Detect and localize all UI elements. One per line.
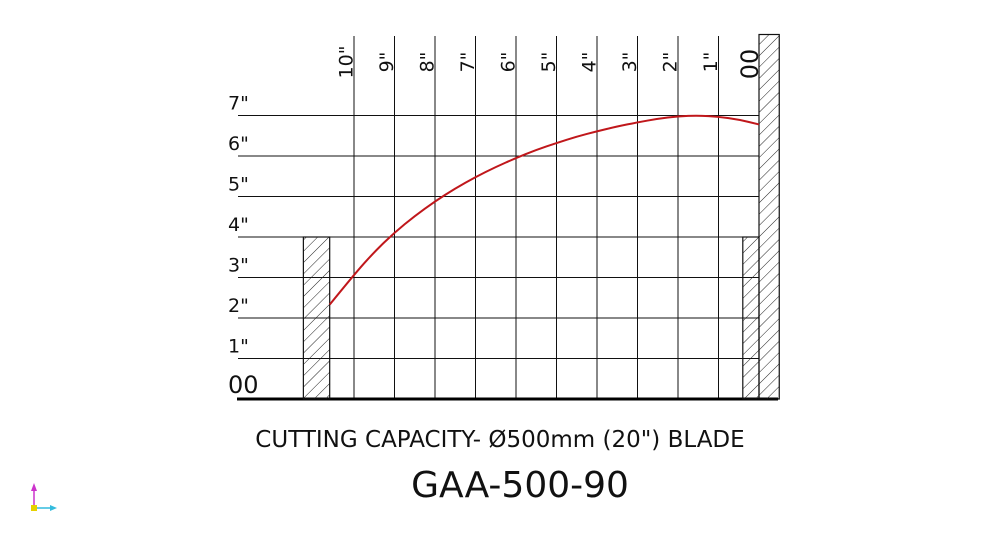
vise-jaws [302, 33, 780, 400]
x-tick-label: 3" [619, 52, 641, 73]
y-tick-label: 5" [228, 174, 249, 196]
x-tick-label: 10" [336, 46, 358, 79]
y-tick-label: 00 [228, 371, 259, 399]
y-tick-label: 2" [228, 295, 249, 317]
model-number: GAA-500-90 [411, 465, 629, 506]
vise-jaw [742, 236, 760, 400]
y-tick-label: 6" [228, 133, 249, 155]
x-tick-label: 1" [700, 52, 722, 73]
vise-jaw [302, 236, 331, 400]
capacity-curve-line [328, 114, 760, 306]
vise-jaw [758, 33, 780, 400]
x-tick-label: 7" [457, 52, 479, 73]
axis-labels: 10" 9" 8" 7" 6" 5" 4" 3" 2" 1" 00 7" 6" 5" 4" 3" 2" 1" 00 [228, 46, 764, 399]
x-tick-label: 00 [736, 49, 764, 80]
x-tick-label: 4" [579, 52, 601, 73]
y-tick-label: 7" [228, 93, 249, 115]
x-tick-label: 5" [538, 52, 560, 73]
grid [237, 36, 778, 401]
y-tick-label: 3" [228, 255, 249, 277]
x-tick-label: 9" [376, 52, 398, 73]
x-tick-label: 2" [660, 52, 682, 73]
x-tick-label: 6" [498, 52, 520, 73]
ucs-axis-icon [31, 483, 57, 511]
capacity-curve [328, 114, 760, 306]
y-tick-label: 1" [228, 336, 249, 358]
x-tick-label: 8" [417, 52, 439, 73]
y-tick-label: 4" [228, 214, 249, 236]
cutting-capacity-caption: CUTTING CAPACITY- Ø500mm (20") BLADE [255, 427, 744, 453]
